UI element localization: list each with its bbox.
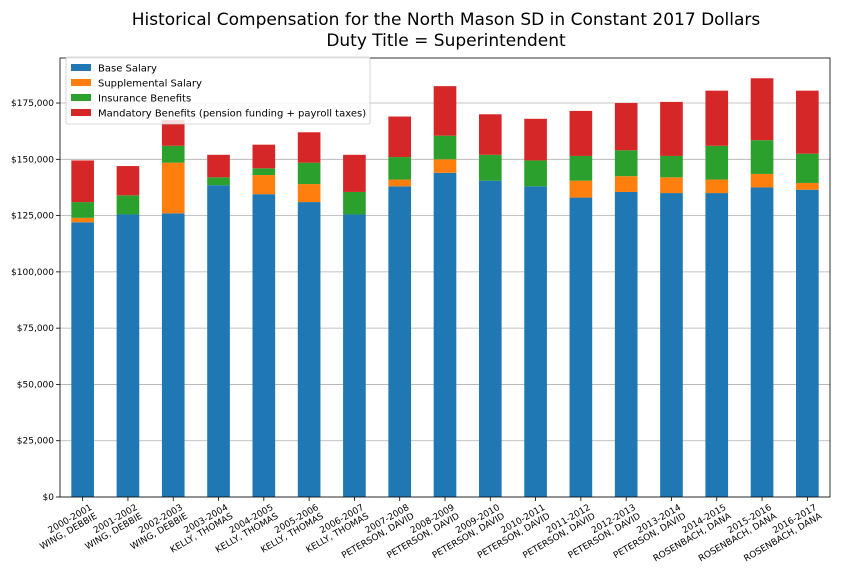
y-tick-label: $175,000 (11, 99, 54, 109)
bar-segment-supplemental (388, 179, 412, 187)
bar-segment-base (297, 202, 321, 498)
legend-label: Insurance Benefits (98, 94, 191, 105)
bar-segment-mandatory (660, 101, 683, 156)
bar-segment-supplemental (433, 159, 457, 173)
bar-segment-insurance (161, 145, 185, 163)
bar-segment-insurance (252, 168, 276, 176)
bar-segment-base (343, 214, 366, 497)
chart-title: Historical Compensation for the North Ma… (132, 10, 761, 30)
bar-segment-supplemental (705, 179, 729, 194)
bar-segment-mandatory (614, 103, 638, 151)
legend-label: Base Salary (98, 64, 157, 75)
bar-segment-mandatory (750, 78, 774, 141)
bar-segment-insurance (614, 150, 638, 177)
bar-segment-mandatory (524, 118, 547, 161)
bar-segment-insurance (524, 160, 547, 187)
bar-segment-supplemental (71, 217, 94, 223)
legend-frame (65, 56, 371, 125)
bar-segment-supplemental (750, 173, 774, 188)
y-tick-label: $150,000 (11, 155, 54, 165)
bar-segment-mandatory (705, 90, 729, 146)
y-tick-label: $75,000 (17, 324, 54, 334)
bar-segment-base (116, 214, 140, 497)
y-tick-label: $125,000 (11, 212, 54, 222)
y-tick-label: $100,000 (11, 268, 54, 278)
bar-segment-insurance (750, 140, 774, 174)
bar-segment-insurance (207, 177, 230, 186)
bar-segment-insurance (705, 145, 729, 180)
bar-segment-mandatory (71, 160, 94, 203)
bar-segment-base (614, 191, 638, 497)
bar-segment-supplemental (252, 175, 276, 195)
bar-segment-insurance (569, 155, 593, 181)
y-tick-label: $50,000 (17, 380, 54, 390)
bar-segment-base (569, 197, 593, 498)
bar-segment-insurance (71, 202, 94, 218)
bar-segment-supplemental (796, 182, 819, 190)
bar-segment-insurance (796, 153, 819, 183)
bar-segment-mandatory (161, 119, 185, 146)
bar-segment-mandatory (433, 86, 457, 136)
bar-segment-base (750, 187, 774, 497)
bar-segment-mandatory (207, 154, 230, 178)
bar-segment-mandatory (569, 110, 593, 156)
bar-segment-base (161, 213, 185, 498)
bar-segment-base (478, 180, 502, 497)
bar-segment-mandatory (116, 166, 140, 196)
legend: Base Salary Supplemental Salary Insurance … (65, 56, 371, 125)
bar-segment-base (71, 222, 94, 498)
bar-segment-insurance (116, 195, 140, 215)
legend-label: Mandatory Benefits (pension funding + pa… (98, 109, 366, 120)
bar-segment-base (207, 185, 230, 497)
bar-segment-base (705, 193, 729, 498)
bar-segment-mandatory (478, 114, 502, 155)
legend-label: Supplemental Salary (98, 79, 202, 90)
legend-swatch (71, 79, 91, 86)
bar-segment-supplemental (297, 184, 321, 203)
bar-segment-base (796, 189, 819, 497)
bar-segment-supplemental (161, 162, 185, 214)
bar-segment-insurance (343, 191, 366, 215)
bar-segment-mandatory (297, 132, 321, 163)
bar-segment-mandatory (343, 154, 366, 192)
bar-segment-insurance (660, 155, 683, 178)
bar-segment-base (388, 186, 412, 498)
legend-swatch (71, 64, 91, 71)
bar-segment-insurance (297, 162, 321, 185)
bar-segment-base (252, 194, 276, 497)
bar-segment-base (524, 186, 547, 498)
bar-segment-mandatory (252, 144, 276, 169)
legend-swatch (71, 94, 91, 101)
chart-subtitle: Duty Title = Superintendent (326, 31, 566, 51)
bar-segment-insurance (388, 157, 412, 180)
bar-segment-base (660, 193, 683, 498)
bar-segment-base (433, 172, 457, 498)
bar-segment-insurance (433, 135, 457, 160)
y-axis: $0 $25,000 $50,000 $75,000 $100,000 $125,000 $… (11, 99, 60, 503)
bar-segment-supplemental (614, 176, 638, 192)
bar-segment-supplemental (569, 180, 593, 198)
bar-segment-insurance (478, 154, 502, 181)
bar-segment-mandatory (388, 116, 412, 158)
y-tick-label: $25,000 (17, 437, 54, 447)
y-tick-label: $0 (43, 493, 55, 503)
bar-segment-supplemental (660, 177, 683, 194)
legend-swatch (71, 109, 91, 116)
bar-segment-mandatory (796, 90, 819, 154)
bars (71, 78, 819, 498)
